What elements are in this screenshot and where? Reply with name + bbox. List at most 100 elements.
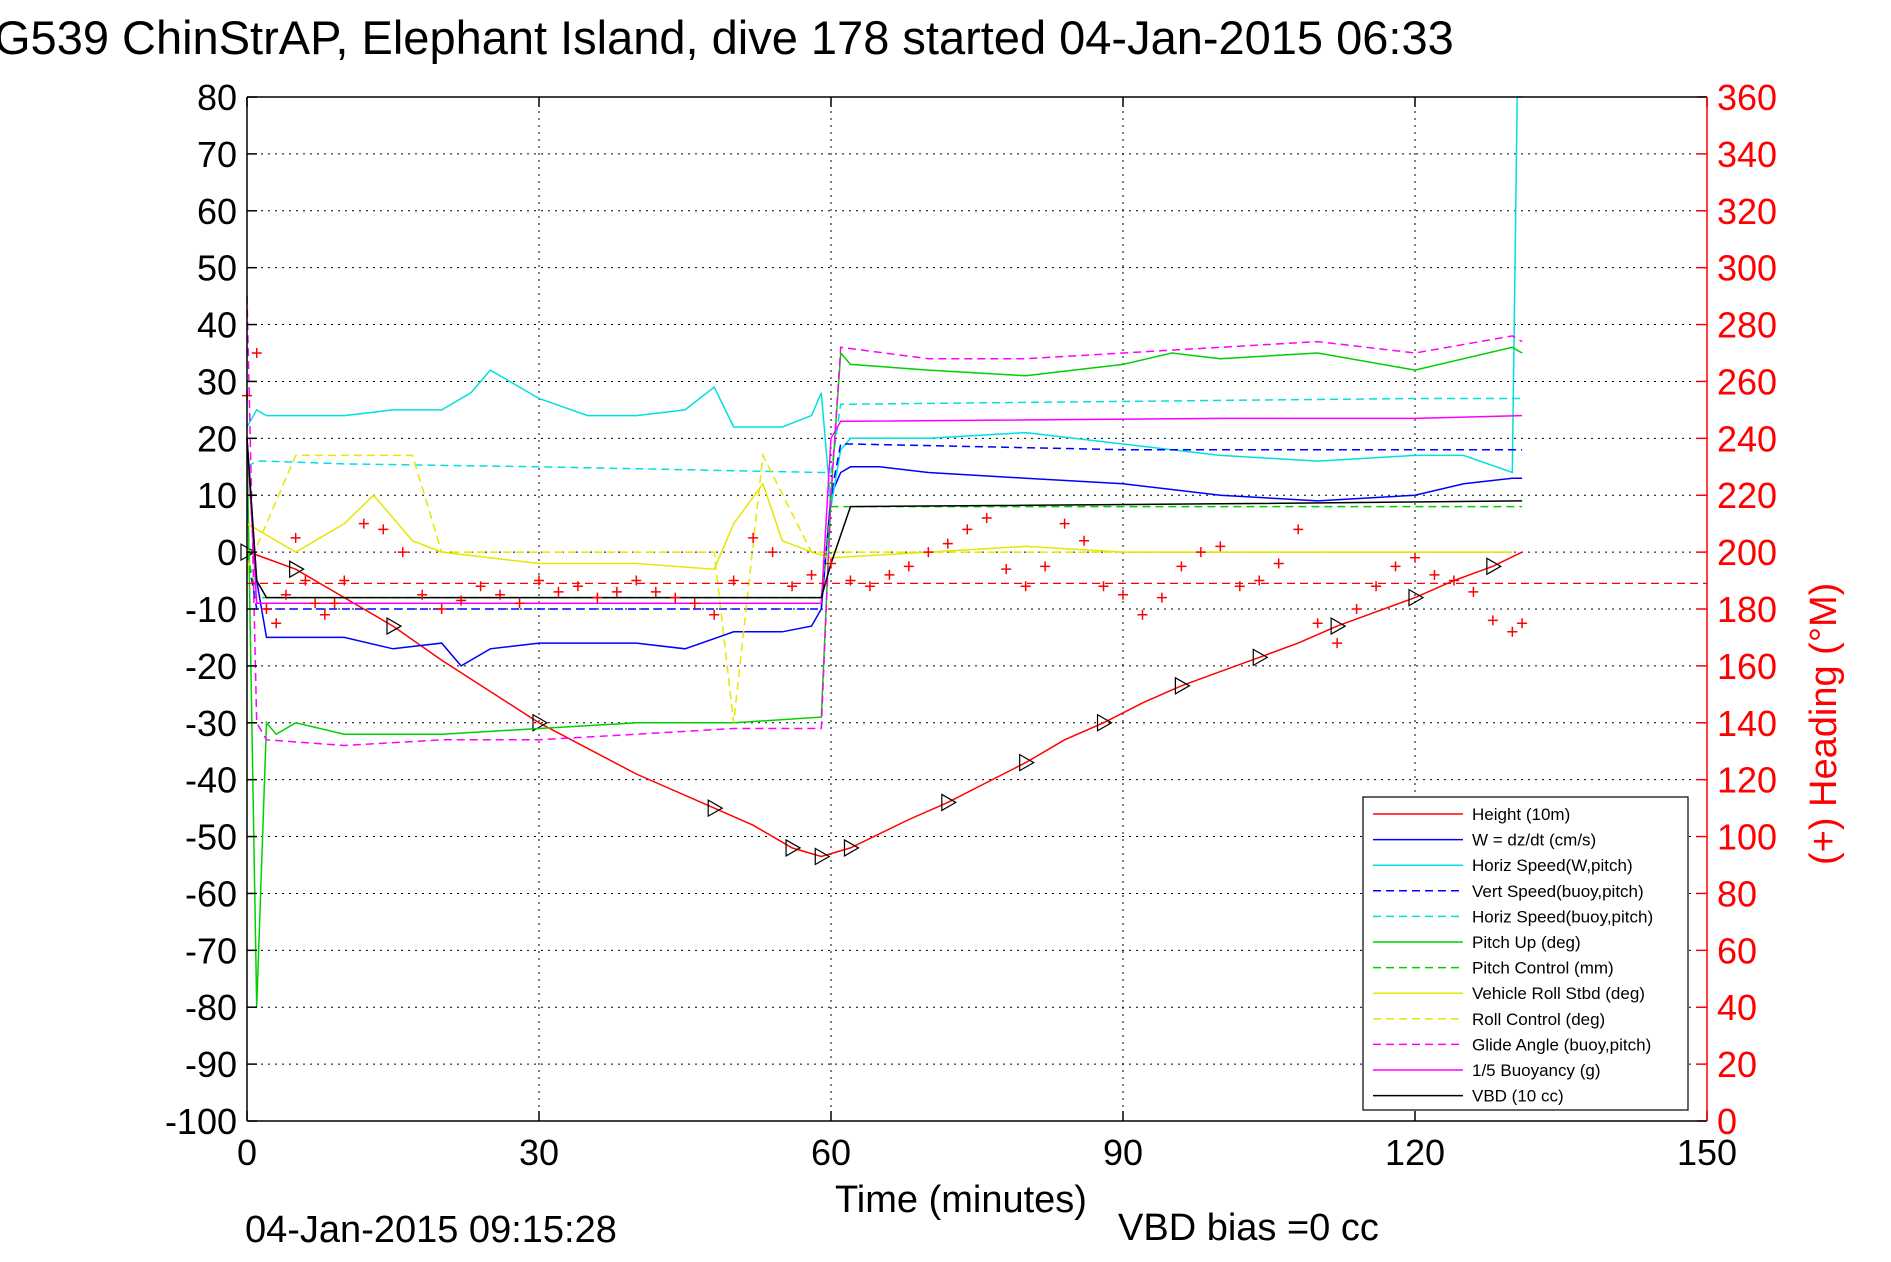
heading-marker [514, 598, 525, 609]
heading-marker [1176, 561, 1187, 572]
heading-marker [611, 586, 622, 597]
y-tick-label: 10 [197, 475, 237, 516]
heading-marker [1390, 561, 1401, 572]
heading-marker [553, 586, 564, 597]
y-tick-label: 80 [197, 77, 237, 118]
heading-marker [319, 609, 330, 620]
y-tick-label: 40 [197, 305, 237, 346]
heading-marker [923, 547, 934, 558]
series-line-2 [246, 96, 1523, 507]
height-marker [814, 847, 831, 866]
y-right-tick-label: 100 [1717, 817, 1777, 858]
y-right-tick-label: 180 [1717, 589, 1777, 630]
heading-marker [280, 589, 291, 600]
y-right-tick-label: 80 [1717, 873, 1757, 914]
x-axis-label: Time (minutes) [835, 1179, 1087, 1221]
heading-marker [942, 538, 953, 549]
heading-marker [962, 524, 973, 535]
y-tick-label: -90 [185, 1044, 237, 1085]
legend-frame [1362, 796, 1689, 1111]
heading-marker [456, 595, 467, 606]
heading-marker [689, 598, 700, 609]
heading-marker [1001, 564, 1012, 575]
heading-marker [378, 524, 389, 535]
heading-marker [864, 581, 875, 592]
heading-marker [1507, 626, 1518, 637]
y-right-tick-label: 220 [1717, 475, 1777, 516]
legend-label: Pitch Control (mm) [1472, 959, 1614, 978]
heading-marker [1234, 581, 1245, 592]
heading-marker [1059, 518, 1070, 529]
y-right-tick-label: 340 [1717, 134, 1777, 175]
y-tick-label: -80 [185, 987, 237, 1028]
y-right-tick-label: 40 [1717, 987, 1757, 1028]
y-tick-label: 60 [197, 191, 237, 232]
y-tick-label: -10 [185, 589, 237, 630]
heading-marker [397, 547, 408, 558]
heading-marker [290, 532, 301, 543]
height-marker [1252, 648, 1269, 667]
heading-marker [826, 558, 836, 569]
heading-marker [1312, 618, 1323, 629]
legend-label: Horiz Speed(W,pitch) [1472, 856, 1633, 875]
x-tick-label: 90 [1103, 1132, 1143, 1173]
heading-marker [1254, 575, 1265, 586]
legend-label: Roll Control (deg) [1472, 1010, 1605, 1029]
heading-marker [1293, 524, 1304, 535]
heading-marker [436, 604, 447, 614]
y-tick-label: 70 [197, 134, 237, 175]
x-tick-label: 150 [1677, 1132, 1737, 1173]
heading-marker [787, 581, 798, 592]
heading-marker [1429, 569, 1440, 580]
y-right-tick-label: 240 [1717, 418, 1777, 459]
legend-label: W = dz/dt (cm/s) [1472, 831, 1596, 850]
heading-marker [310, 598, 321, 609]
legend-label: 1/5 Buoyancy (g) [1472, 1061, 1601, 1080]
y-right-tick-label: 140 [1717, 703, 1777, 744]
y-tick-label: 0 [217, 532, 237, 573]
heading-marker [329, 598, 340, 609]
y-tick-label: -60 [185, 873, 237, 914]
heading-marker [495, 589, 506, 600]
y-right-tick-label: 320 [1717, 191, 1777, 232]
y-right-tick-label: 300 [1717, 248, 1777, 289]
heading-marker [1273, 558, 1284, 569]
chart-title: G539 ChinStrAP, Elephant Island, dive 17… [0, 11, 1454, 64]
y-right-tick-label: 280 [1717, 305, 1777, 346]
heading-marker [339, 575, 350, 586]
heading-marker [884, 569, 895, 580]
heading-marker [1156, 592, 1167, 603]
y-tick-label: -50 [185, 817, 237, 858]
heading-marker [1448, 575, 1459, 586]
height-marker [1408, 588, 1425, 607]
y-tick-label: -70 [185, 930, 237, 971]
height-marker [289, 560, 305, 579]
heading-marker [1332, 638, 1343, 649]
legend-label: Glide Angle (buoy,pitch) [1472, 1035, 1651, 1054]
y-right-tick-label: 0 [1717, 1101, 1737, 1142]
heading-marker [1468, 586, 1479, 597]
legend-label: Vert Speed(buoy,pitch) [1472, 882, 1644, 901]
y-right-tick-label: 20 [1717, 1044, 1757, 1085]
heading-marker [903, 561, 914, 572]
height-marker [707, 799, 724, 818]
heading-marker [728, 575, 739, 586]
y-right-tick-label: 120 [1717, 760, 1777, 801]
x-tick-label: 60 [811, 1132, 851, 1173]
y-right-tick-label: 160 [1717, 646, 1777, 687]
height-marker [941, 793, 958, 812]
heading-marker [1215, 541, 1226, 552]
heading-marker [1098, 581, 1109, 592]
heading-marker [981, 512, 992, 523]
tick-labels: 0 30 60 90 120 15080706050403020100-10-20-30-… [165, 77, 1777, 1173]
y-tick-label: -30 [185, 703, 237, 744]
y-tick-label: -40 [185, 760, 237, 801]
height-marker [386, 617, 403, 636]
heading-marker [806, 569, 817, 580]
heading-marker [650, 586, 661, 597]
series-line-10 [246, 414, 1523, 605]
heading-marker [1137, 609, 1148, 620]
height-marker [843, 838, 860, 857]
heading-marker [251, 348, 262, 358]
height-marker [532, 713, 549, 732]
